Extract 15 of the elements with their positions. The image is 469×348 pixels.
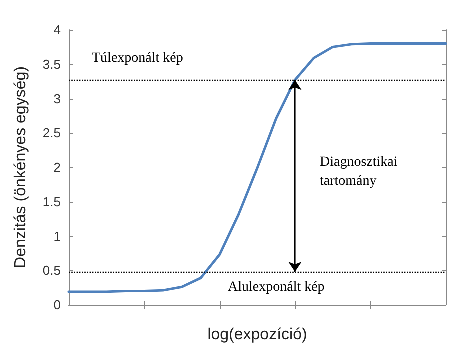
y-tick-label: 1 (54, 228, 61, 244)
y-tick-label: 2.5 (42, 126, 61, 141)
line-series (68, 42, 448, 294)
y-tick-label: 1.5 (42, 194, 61, 210)
annotation: Alulexponált kép (228, 280, 325, 295)
y-tick-label: 0 (54, 298, 61, 312)
y-tick-label: 3 (54, 91, 61, 106)
y-tick-label: 3.5 (42, 56, 61, 72)
y-tick-label: 0.5 (42, 263, 61, 278)
y-axis-title: Denzitás (önkényes egység) (12, 66, 30, 268)
annotation: Diagnosztikai tartomány (320, 155, 402, 189)
y-tick-label: 4 (54, 22, 61, 38)
x-axis-title: log(expozíció) (208, 326, 308, 344)
y-tick-label: 2 (54, 160, 61, 175)
annotation: Túlexponált kép (92, 51, 184, 66)
